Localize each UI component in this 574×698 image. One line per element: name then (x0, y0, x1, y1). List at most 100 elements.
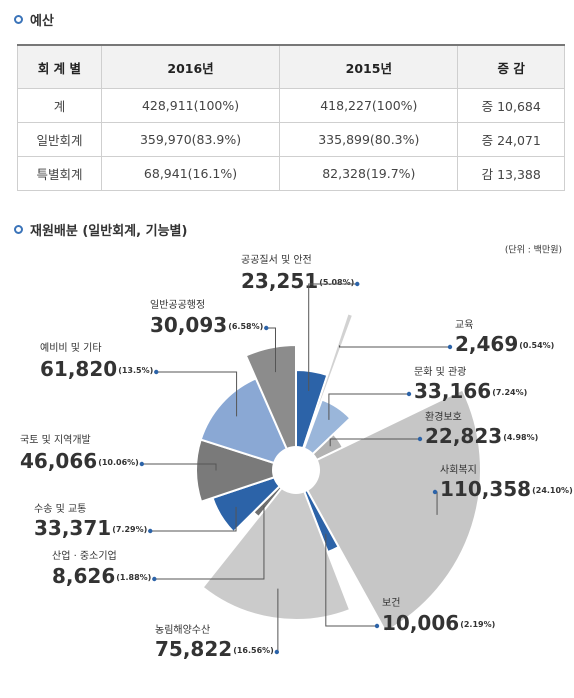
value-number: 10,006 (382, 611, 459, 635)
leader-line (308, 283, 358, 392)
leader-line (266, 327, 276, 373)
budget-table: 회 계 별 2016년 2015년 증 감 계 428,911(100%) 418,227… (17, 44, 565, 191)
leader-dot (374, 623, 380, 629)
value-label: 22,823(4.98%) (425, 424, 538, 448)
value-number: 30,093 (150, 313, 227, 337)
leader-dot (152, 576, 157, 582)
category-label: 국토 및 지역개발 (20, 434, 91, 446)
value-percent: (10.06%) (98, 458, 139, 467)
leader-dot (148, 528, 153, 534)
table-body: 계 428,911(100%) 418,227(100%) 증 10,684 일반회계 3… (17, 88, 565, 191)
category-label: 문화 및 관광 (414, 366, 466, 378)
leader-line (150, 506, 237, 532)
value-percent: (7.29%) (112, 525, 147, 534)
value-percent: (2.19%) (460, 620, 495, 629)
table-cell: 82,328(19.7%) (279, 156, 459, 191)
table-cell: 68,941(16.1%) (100, 156, 281, 191)
pie-slice (199, 377, 298, 472)
section-title: 재원배분 (일반회계, 기능별) (14, 220, 187, 239)
header-row: 회 계 별 2016년 2015년 증 감 (17, 44, 565, 89)
category-label: 산업 · 중소기업 (52, 549, 117, 562)
header-cell: 2015년 (279, 44, 459, 89)
pie-hole (272, 446, 320, 494)
leader-dot (447, 344, 453, 350)
category-label: 일반공공행정 (150, 299, 205, 311)
category-label: 공공질서 및 안전 (241, 254, 312, 266)
table-cell: 일반회계 (17, 122, 102, 157)
value-percent: (6.58%) (228, 322, 263, 331)
category-label: 보건 (382, 597, 400, 609)
leader-dot (274, 649, 280, 655)
category-label: 수송 및 교통 (34, 503, 86, 515)
value-label: 8,626(1.88%) (52, 564, 151, 588)
header-cell: 증 감 (457, 44, 565, 89)
value-label: 61,820(13.5%) (40, 357, 153, 381)
leader-line (329, 438, 420, 447)
value-percent: (4.98%) (503, 433, 538, 442)
table-cell: 계 (17, 88, 102, 123)
header-cell: 회 계 별 (17, 44, 102, 89)
table-cell: 428,911(100%) (100, 88, 281, 123)
value-label: 33,371(7.29%) (34, 516, 147, 540)
leader-dot (417, 436, 423, 442)
section-title-text: 예산 (30, 14, 54, 29)
value-number: 8,626 (52, 564, 115, 588)
category-label: 교육 (455, 319, 473, 331)
value-percent: (5.08%) (319, 278, 354, 287)
value-number: 110,358 (440, 477, 531, 501)
value-label: 75,822(16.56%) (155, 637, 274, 661)
chart-title: 재원배분 (일반회계, 기능별) (30, 224, 188, 239)
leader-line (339, 345, 450, 348)
value-number: 23,251 (241, 269, 318, 293)
pie-slice (294, 388, 482, 634)
leader-line (141, 463, 217, 471)
table-cell: 증 10,684 (457, 88, 565, 123)
value-label: 46,066(10.06%) (20, 449, 139, 473)
value-percent: (0.54%) (519, 341, 554, 350)
leader-dot (355, 281, 360, 287)
table-cell: 특별회계 (17, 156, 102, 191)
value-percent: (7.24%) (492, 388, 527, 397)
category-label: 환경보호 (425, 410, 462, 423)
chart: (단위 : 백만원) 공공질서 및 안전 23,251(5.08%) 교육2,469… (20, 245, 573, 661)
header-cell: 2016년 (100, 44, 281, 89)
value-number: 33,166 (414, 379, 491, 403)
value-label: 33,166(7.24%) (414, 379, 527, 403)
value-number: 46,066 (20, 449, 97, 473)
value-label: 10,006(2.19%) (382, 611, 495, 635)
table-cell: 감 13,388 (457, 156, 565, 191)
table-cell: 증 24,071 (457, 122, 565, 157)
leader-line (325, 533, 377, 627)
pie-slice (244, 343, 297, 471)
table-row: 특별회계 68,941(16.1%) 82,328(19.7%) 감 13,388 (17, 156, 565, 191)
leader-line (154, 505, 265, 580)
leader-dot (264, 325, 269, 331)
value-percent: (13.5%) (118, 366, 153, 375)
value-number: 61,820 (40, 357, 117, 381)
value-label: 30,093(6.58%) (150, 313, 263, 337)
pie-slice (201, 468, 352, 621)
unit-label: (단위 : 백만원) (505, 245, 562, 256)
value-percent: (16.56%) (233, 646, 274, 655)
category-label: 사회복지 (440, 464, 477, 476)
leader-dot (139, 461, 145, 467)
value-percent: (1.88%) (116, 573, 151, 582)
table-cell: 359,970(83.9%) (100, 122, 281, 157)
category-label: 농림해양수산 (155, 623, 210, 636)
value-number: 2,469 (455, 332, 518, 356)
table-row: 계 428,911(100%) 418,227(100%) 증 10,684 (17, 88, 565, 123)
value-number: 22,823 (425, 424, 502, 448)
category-label: 예비비 및 기타 (40, 342, 102, 354)
section-title: 예산 (14, 10, 54, 29)
value-number: 75,822 (155, 637, 232, 661)
value-percent: (24.10%) (532, 486, 573, 495)
table-cell: 418,227(100%) (279, 88, 459, 123)
value-number: 33,371 (34, 516, 111, 540)
table-cell: 335,899(80.3%) (279, 122, 459, 157)
leader-dot (432, 489, 438, 495)
value-label: 110,358(24.10%) (440, 477, 573, 501)
table-row: 일반회계 359,970(83.9%) 335,899(80.3%) 증 24,071 (17, 122, 565, 157)
value-label: 23,251(5.08%) (241, 269, 354, 293)
leader-line (328, 393, 409, 420)
